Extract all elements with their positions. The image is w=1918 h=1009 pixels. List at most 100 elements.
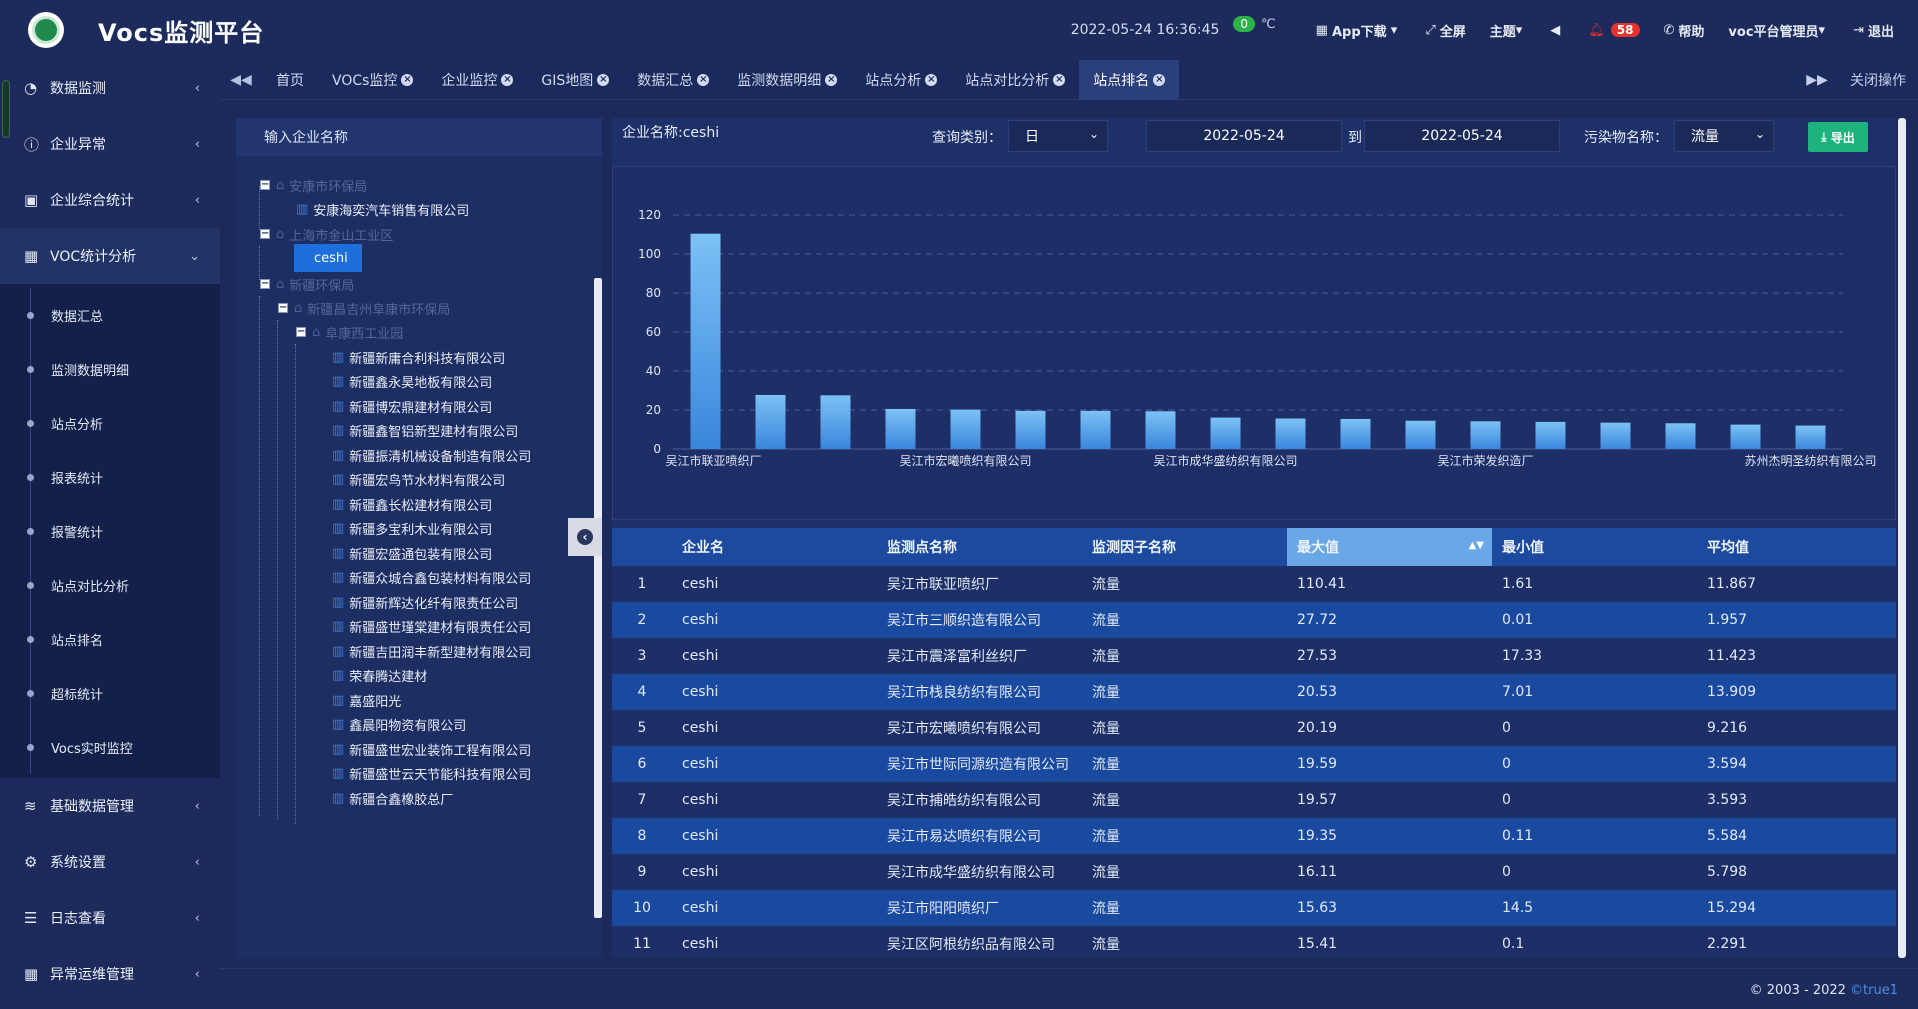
submenu-item-exceed-stats[interactable]: 超标统计	[0, 666, 220, 720]
sidebar-item-system-settings[interactable]: ⚙ 系统设置 ‹	[24, 853, 200, 871]
alerts-button[interactable]: 🔔︎ 58	[1588, 23, 1640, 38]
close-icon[interactable]: ×	[1153, 73, 1166, 86]
company-search-input[interactable]: 输入企业名称	[236, 118, 602, 156]
tree-node-ankang-epb[interactable]: − ⌂ 安康市环保局	[260, 177, 368, 195]
fullscreen-button[interactable]: ⤢ 全屏	[1425, 22, 1466, 40]
theme-button[interactable]: 主题 ▾	[1489, 22, 1523, 40]
collapse-toggle-icon[interactable]: −	[260, 179, 270, 190]
close-icon[interactable]: ×	[1053, 73, 1066, 86]
user-menu[interactable]: voc平台管理员 ▾	[1728, 22, 1826, 40]
submenu-item-alarm-stats[interactable]: 报警统计	[0, 504, 220, 558]
help-button[interactable]: ✆ 帮助	[1663, 22, 1705, 40]
end-date-input[interactable]: 2022-05-24	[1364, 120, 1560, 152]
close-icon[interactable]: ×	[697, 73, 710, 86]
tab-vocs-monitor[interactable]: VOCs监控 ×	[332, 72, 414, 89]
col-max[interactable]: 最大值 ▲▼	[1287, 528, 1492, 566]
tree-node-company[interactable]: ▥ 新疆众城合鑫包装材料有限公司	[332, 569, 532, 587]
close-icon[interactable]: ×	[401, 73, 414, 86]
export-button[interactable]: ⤓ 导出	[1808, 122, 1868, 152]
sidebar-item-company-abnormal[interactable]: ⓘ 企业异常 ‹	[24, 135, 200, 154]
table-row[interactable]: 6 ceshi 吴江市世际同源织造有限公司 流量 19.59 0 3.594	[612, 746, 1896, 782]
tab-monitor-detail[interactable]: 监测数据明细 ×	[737, 72, 838, 89]
table-row[interactable]: 10 ceshi 吴江市阳阳喷织厂 流量 15.63 14.5 15.294	[612, 890, 1896, 926]
sidebar-item-ops-management[interactable]: ▦ 异常运维管理 ‹	[24, 965, 200, 983]
tab-site-analysis[interactable]: 站点分析 ×	[865, 72, 938, 89]
tree-node-fukang-west-park[interactable]: − ⌂ 阜康西工业园	[296, 324, 404, 342]
logout-button[interactable]: ⇥ 退出	[1853, 22, 1894, 40]
sidebar-item-voc-analysis[interactable]: ▦ VOC统计分析 ⌄	[0, 228, 220, 284]
collapse-tree-button[interactable]: ‹	[568, 518, 602, 556]
tabs-scroll-right-icon[interactable]: ▶▶	[1806, 72, 1828, 88]
submenu-item-data-summary[interactable]: 数据汇总	[0, 288, 220, 342]
table-row[interactable]: 4 ceshi 吴江市栈良纺织有限公司 流量 20.53 7.01 13.909	[612, 674, 1896, 710]
col-min[interactable]: 最小值	[1492, 528, 1697, 566]
tree-node-company[interactable]: ▥ 新疆振清机械设备制造有限公司	[332, 447, 532, 465]
tree-node-company[interactable]: ▥ 新疆盛世云天节能科技有限公司	[332, 765, 532, 783]
start-date-input[interactable]: 2022-05-24	[1146, 120, 1342, 152]
tree-scrollbar[interactable]	[594, 278, 602, 918]
query-type-select[interactable]: 日 ⌄	[1008, 120, 1108, 152]
tab-gis-map[interactable]: GIS地图 ×	[541, 72, 610, 89]
tree-node-company[interactable]: ▥ 新疆鑫永昊地板有限公司	[332, 373, 493, 391]
submenu-item-site-analysis[interactable]: 站点分析	[0, 396, 220, 450]
table-row[interactable]: 5 ceshi 吴江市宏曦喷织有限公司 流量 20.19 0 9.216	[612, 710, 1896, 746]
sidebar-item-company-stats[interactable]: ▣ 企业综合统计 ‹	[24, 191, 200, 209]
tab-home[interactable]: 首页	[276, 72, 304, 89]
col-avg[interactable]: 平均值	[1697, 528, 1896, 566]
tree-node-fukang-epb[interactable]: − ⌂ 新疆昌吉州阜康市环保局	[278, 300, 451, 318]
table-row[interactable]: 8 ceshi 吴江市易达喷织有限公司 流量 19.35 0.11 5.584	[612, 818, 1896, 854]
collapse-toggle-icon[interactable]: −	[278, 302, 288, 313]
pollutant-select[interactable]: 流量 ⌄	[1674, 120, 1774, 152]
tree-node-company[interactable]: ▥ 新疆新庸合利科技有限公司	[332, 349, 506, 367]
table-row[interactable]: 1 ceshi 吴江市联亚喷织厂 流量 110.41 1.61 11.867	[612, 566, 1896, 602]
tree-node-company[interactable]: ▥ 新疆宏盛通包装有限公司	[332, 545, 493, 563]
tree-node-company[interactable]: ▥ 荣春腾达建材	[332, 667, 428, 685]
col-company[interactable]: 企业名	[672, 528, 877, 566]
submenu-item-site-compare[interactable]: 站点对比分析	[0, 558, 220, 612]
tab-site-compare[interactable]: 站点对比分析 ×	[965, 72, 1066, 89]
sidebar-item-log-view[interactable]: ☰ 日志查看 ‹	[24, 909, 200, 927]
tree-node-company[interactable]: ▥ 新疆新辉达化纤有限责任公司	[332, 594, 519, 612]
tree-node-xinjiang-epb[interactable]: − ⌂ 新疆环保局	[260, 276, 355, 294]
submenu-item-monitor-detail[interactable]: 监测数据明细	[0, 342, 220, 396]
main-scrollbar[interactable]	[1898, 118, 1906, 958]
close-icon[interactable]: ×	[597, 73, 610, 86]
table-row[interactable]: 9 ceshi 吴江市成华盛纺织有限公司 流量 16.11 0 5.798	[612, 854, 1896, 890]
collapse-toggle-icon[interactable]: −	[260, 278, 270, 289]
tabs-scroll-left-icon[interactable]: ◀◀	[230, 71, 252, 88]
tab-data-summary[interactable]: 数据汇总 ×	[637, 72, 710, 89]
tree-node-company[interactable]: ▥ 新疆鑫智铝新型建材有限公司	[332, 422, 519, 440]
tree-node-shanghai-jinshan[interactable]: − ⌂ 上海市金山工业区	[260, 226, 394, 244]
submenu-item-site-ranking[interactable]: 站点排名	[0, 612, 220, 666]
tab-company-monitor[interactable]: 企业监控 ×	[441, 72, 514, 89]
tree-node-company[interactable]: ▥ 嘉盛阳光	[332, 692, 402, 710]
collapse-toggle-icon[interactable]: −	[260, 228, 270, 239]
tab-site-ranking[interactable]: 站点排名 ×	[1079, 59, 1180, 100]
tree-node-company[interactable]: ▥ 新疆多宝利木业有限公司	[332, 520, 493, 538]
col-site[interactable]: 监测点名称	[877, 528, 1082, 566]
submenu-item-realtime-monitor[interactable]: Vocs实时监控	[0, 720, 220, 774]
close-icon[interactable]: ×	[925, 73, 938, 86]
tree-node-company[interactable]: ▥ 鑫晨阳物资有限公司	[332, 716, 467, 734]
sidebar-item-data-monitor[interactable]: ◔ 数据监测 ‹	[24, 79, 200, 97]
tree-node-company[interactable]: ▥ 新疆博宏鼎建材有限公司	[332, 398, 493, 416]
sidebar-item-base-data[interactable]: ≋ 基础数据管理 ‹	[24, 797, 200, 815]
tree-node-company[interactable]: ▥ 新疆盛世瑾棠建材有限责任公司	[332, 618, 532, 636]
table-row[interactable]: 2 ceshi 吴江市三顺织造有限公司 流量 27.72 0.01 1.957	[612, 602, 1896, 638]
app-download-button[interactable]: ▦ App下载 ▾	[1315, 22, 1398, 40]
brand-link[interactable]: ©true1	[1850, 983, 1898, 998]
tree-node-ceshi-selected[interactable]: ceshi	[294, 244, 362, 272]
close-icon[interactable]: ×	[825, 73, 838, 86]
col-factor[interactable]: 监测因子名称	[1082, 528, 1287, 566]
table-row[interactable]: 3 ceshi 吴江市震泽富利丝织厂 流量 27.53 17.33 11.423	[612, 638, 1896, 674]
collapse-toggle-icon[interactable]: −	[296, 326, 306, 337]
tree-node-company[interactable]: ▥ 新疆盛世宏业装饰工程有限公司	[332, 741, 532, 759]
tree-node-company[interactable]: ▥ 新疆鑫长松建材有限公司	[332, 496, 493, 514]
close-icon[interactable]: ×	[501, 73, 514, 86]
close-operations-button[interactable]: 关闭操作	[1850, 73, 1906, 89]
sound-toggle-button[interactable]: ◀	[1550, 23, 1564, 38]
tree-node-company[interactable]: ▥ 新疆宏鸟节水材料有限公司	[332, 471, 506, 489]
submenu-item-report-stats[interactable]: 报表统计	[0, 450, 220, 504]
tree-node-company[interactable]: ▥ 安康海奕汽车销售有限公司	[296, 201, 470, 219]
tree-node-company[interactable]: ▥ 新疆合鑫橡胶总厂	[332, 790, 454, 808]
